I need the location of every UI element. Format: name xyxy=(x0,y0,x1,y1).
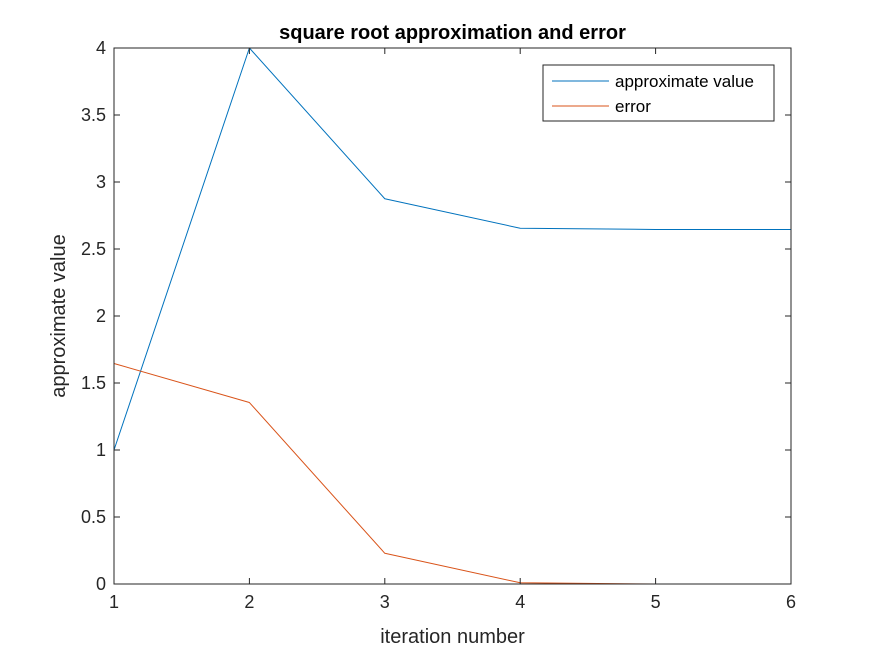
x-tick-label: 6 xyxy=(786,592,796,612)
x-tick-label: 4 xyxy=(515,592,525,612)
y-axis-label: approximate value xyxy=(48,234,70,397)
y-tick-label: 4 xyxy=(96,38,106,58)
x-tick-label: 2 xyxy=(244,592,254,612)
ticks-layer: 1 2 3 4 5 6 0 0.5 1 1.5 2 2.5 3 3.5 4 xyxy=(81,38,796,612)
y-tick-label: 3.5 xyxy=(81,105,106,125)
legend-box xyxy=(542,64,775,122)
legend: approximate value error xyxy=(542,64,775,122)
y-tick-label: 3 xyxy=(96,172,106,192)
x-tick-label: 5 xyxy=(651,592,661,612)
x-tick-label: 1 xyxy=(109,592,119,612)
y-tick-label: 2 xyxy=(96,306,106,326)
chart-title: square root approximation and error xyxy=(279,22,626,44)
series-line-approximate-value xyxy=(113,47,791,451)
x-axis-label: iteration number xyxy=(380,626,525,648)
y-tick-label: 0.5 xyxy=(81,507,106,527)
x-tick-label: 3 xyxy=(380,592,390,612)
y-tick-label: 1 xyxy=(96,440,106,460)
y-tick-label: 0 xyxy=(96,574,106,594)
y-tick-label: 1.5 xyxy=(81,373,106,393)
plot-area xyxy=(114,48,791,584)
y-tick-label: 2.5 xyxy=(81,239,106,259)
legend-label-approximate-value: approximate value xyxy=(615,72,754,91)
legend-label-error: error xyxy=(615,97,651,116)
